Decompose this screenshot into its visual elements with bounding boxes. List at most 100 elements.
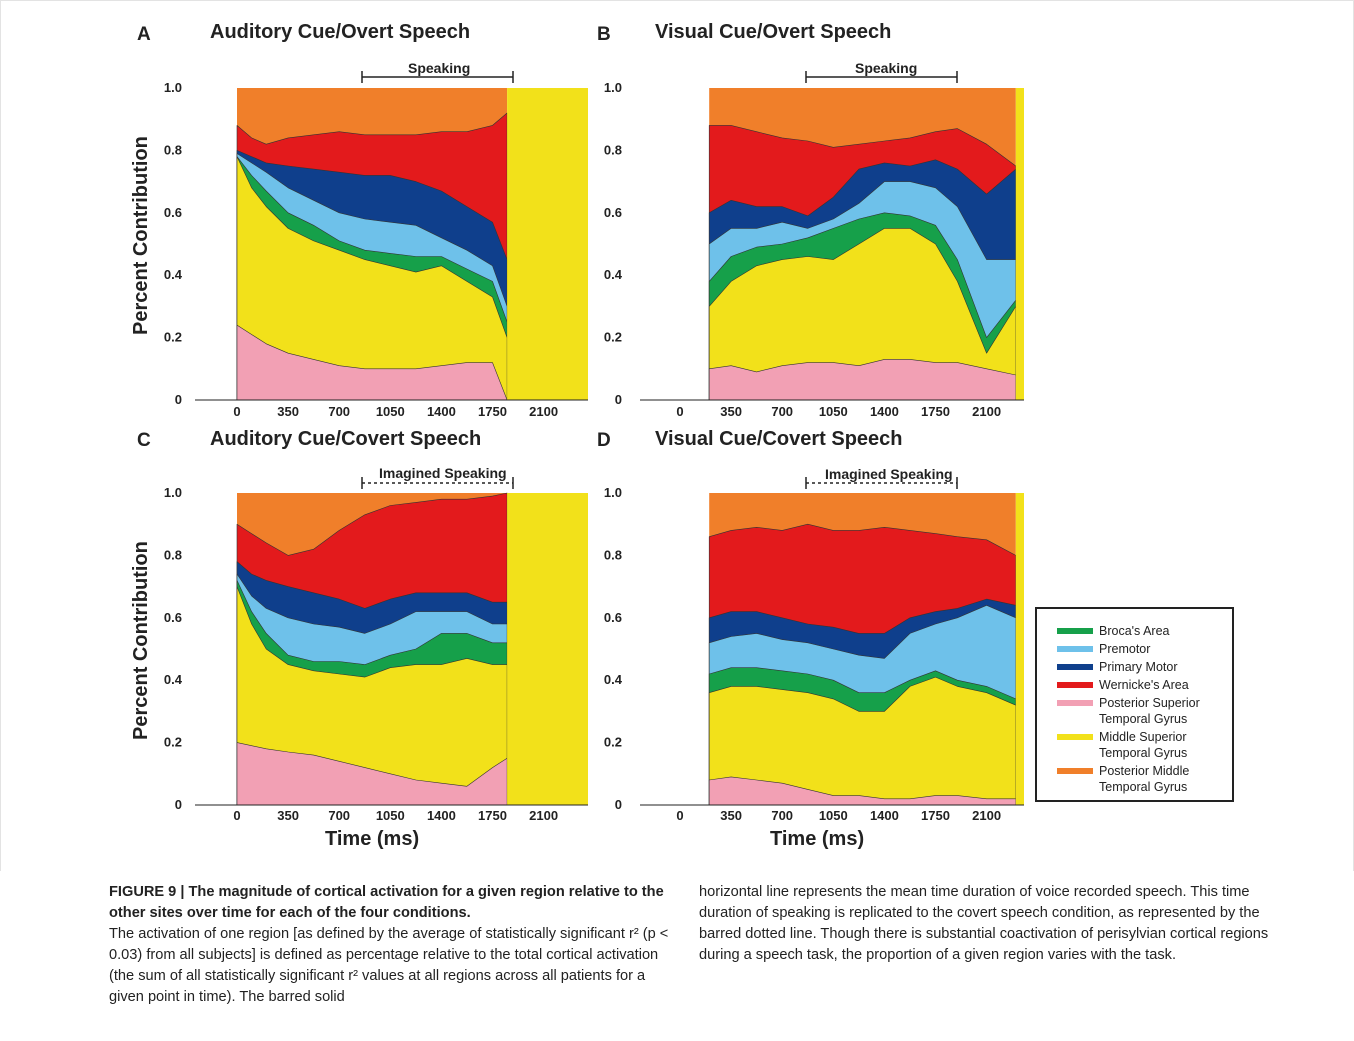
caption-right-body: horizontal line represents the mean time… <box>699 884 1269 963</box>
x-tick-label: 0 <box>233 404 240 419</box>
legend-swatch <box>1057 646 1093 652</box>
y-tick-label: 0.8 <box>604 547 622 562</box>
legend-label: Posterior Superior Temporal Gyrus <box>1099 696 1200 726</box>
y-tick-label: 0.4 <box>164 267 183 282</box>
legend-label: Posterior Middle Temporal Gyrus <box>1099 764 1190 794</box>
y-tick-label: 0 <box>615 392 622 407</box>
x-axis-label-d: Time (ms) <box>770 828 865 850</box>
y-tick-label: 0.2 <box>604 735 622 750</box>
x-tick-label: 2100 <box>529 808 558 823</box>
panel-title-d: Visual Cue/Covert Speech <box>655 428 903 450</box>
x-tick-label: 350 <box>277 404 299 419</box>
imagined-speaking-label-d: Imagined Speaking <box>825 466 953 482</box>
panel-title-a: Auditory Cue/Overt Speech <box>210 21 471 43</box>
legend-label: Primary Motor <box>1099 660 1178 674</box>
area-middle-superior-temporal-gyrus <box>507 493 588 805</box>
legend-swatch <box>1057 700 1093 706</box>
legend-swatch <box>1057 682 1093 688</box>
x-tick-label: 2100 <box>972 808 1001 823</box>
area-middle-superior-temporal-gyrus <box>708 228 1017 401</box>
y-tick-label: 0.4 <box>164 672 183 687</box>
legend-item-posterior-superior-temporal-gyrus: Posterior Superior Temporal Gyrus <box>1057 695 1226 727</box>
legend-item-premotor: Premotor <box>1057 641 1226 657</box>
y-tick-label: 0.6 <box>604 610 622 625</box>
x-tick-label: 700 <box>328 404 350 419</box>
x-tick-label: 2100 <box>529 404 558 419</box>
legend: Broca's Area Premotor Primary Motor Wern… <box>1035 607 1234 802</box>
legend-swatch <box>1057 768 1093 774</box>
x-tick-label: 1750 <box>921 404 950 419</box>
x-tick-label: 1750 <box>478 404 507 419</box>
area-posterior-superior-temporal-gyrus <box>708 359 1017 401</box>
legend-item-primary-motor: Primary Motor <box>1057 659 1226 675</box>
x-tick-label: 1400 <box>427 404 456 419</box>
y-tick-label: 0 <box>615 797 622 812</box>
panel-letter-c: C <box>137 430 151 451</box>
area-middle-superior-temporal-gyrus <box>1015 88 1024 400</box>
area-middle-superior-temporal-gyrus <box>236 156 508 401</box>
panel-letter-d: D <box>597 430 611 451</box>
legend-item-middle-superior-temporal-gyrus: Middle Superior Temporal Gyrus <box>1057 729 1226 761</box>
y-tick-label: 0.8 <box>164 547 182 562</box>
y-tick-label: 0.2 <box>604 330 622 345</box>
x-tick-label: 0 <box>676 404 683 419</box>
x-tick-label: 350 <box>720 404 742 419</box>
x-tick-label: 1050 <box>819 404 848 419</box>
x-tick-label: 700 <box>328 808 350 823</box>
y-tick-label: 0.6 <box>164 205 182 220</box>
area-middle-superior-temporal-gyrus <box>236 586 508 806</box>
x-tick-label: 700 <box>771 404 793 419</box>
x-tick-label: 1050 <box>376 808 405 823</box>
panel-title-b: Visual Cue/Overt Speech <box>655 21 892 43</box>
caption-right: horizontal line represents the mean time… <box>699 882 1289 966</box>
y-tick-label: 0.4 <box>604 672 623 687</box>
y-tick-label: 0.2 <box>164 330 182 345</box>
area-posterior-superior-temporal-gyrus <box>236 324 508 401</box>
legend-label: Broca's Area <box>1099 624 1170 638</box>
legend-swatch <box>1057 628 1093 634</box>
x-tick-label: 700 <box>771 808 793 823</box>
legend-label: Middle Superior Temporal Gyrus <box>1099 730 1188 760</box>
legend-label: Premotor <box>1099 642 1151 656</box>
y-tick-label: 0 <box>175 392 182 407</box>
x-tick-label: 0 <box>676 808 683 823</box>
x-tick-label: 350 <box>720 808 742 823</box>
area-charts: 0 0.2 0.4 0.6 0.8 1.0 0 350 700 1050 1400 1750 2100 0… <box>164 71 1024 823</box>
caption-heading: FIGURE 9 | The magnitude of cortical act… <box>109 884 664 921</box>
area-middle-superior-temporal-gyrus <box>507 88 588 400</box>
imagined-speaking-label-c: Imagined Speaking <box>379 465 507 481</box>
x-tick-label: 1400 <box>870 808 899 823</box>
y-tick-label: 0.6 <box>164 610 182 625</box>
speaking-label-b: Speaking <box>855 60 918 76</box>
y-tick-label: 0.2 <box>164 735 182 750</box>
y-tick-label: 0.4 <box>604 267 623 282</box>
caption-left-body: The activation of one region [as defined… <box>109 926 669 1005</box>
y-tick-label: 1.0 <box>164 80 182 95</box>
y-tick-label: 0.8 <box>604 142 622 157</box>
x-tick-label: 1050 <box>376 404 405 419</box>
speaking-label-a: Speaking <box>408 60 471 76</box>
y-tick-label: 0.8 <box>164 142 182 157</box>
x-tick-label: 1400 <box>870 404 899 419</box>
x-tick-label: 0 <box>233 808 240 823</box>
x-tick-label: 2100 <box>972 404 1001 419</box>
area-middle-superior-temporal-gyrus <box>708 676 1017 806</box>
legend-swatch <box>1057 734 1093 740</box>
y-tick-label: 1.0 <box>604 80 622 95</box>
panel-title-c: Auditory Cue/Covert Speech <box>210 428 482 450</box>
legend-swatch <box>1057 664 1093 670</box>
area-posterior-superior-temporal-gyrus <box>708 776 1017 806</box>
legend-item-brocas-area: Broca's Area <box>1057 623 1226 639</box>
x-tick-label: 350 <box>277 808 299 823</box>
panel-letter-a: A <box>137 24 151 45</box>
y-tick-label: 0.6 <box>604 205 622 220</box>
area-middle-superior-temporal-gyrus <box>1015 493 1024 805</box>
legend-item-wernickes-area: Wernicke's Area <box>1057 677 1226 693</box>
y-tick-label: 1.0 <box>604 485 622 500</box>
legend-item-posterior-middle-temporal-gyrus: Posterior Middle Temporal Gyrus <box>1057 763 1226 795</box>
x-tick-label: 1050 <box>819 808 848 823</box>
x-tick-label: 1400 <box>427 808 456 823</box>
x-tick-label: 1750 <box>478 808 507 823</box>
area-posterior-superior-temporal-gyrus <box>236 742 508 806</box>
x-tick-label: 1750 <box>921 808 950 823</box>
